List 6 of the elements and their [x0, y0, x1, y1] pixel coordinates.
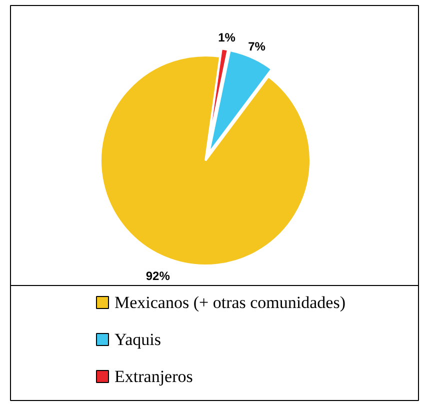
data-label: 7%: [248, 39, 266, 54]
legend-label: Extranjeros: [114, 367, 193, 386]
legend-label: Mexicanos (+ otras comunidades): [114, 293, 346, 312]
legend-label: Yaquis: [114, 330, 161, 349]
data-label: 1%: [218, 30, 236, 44]
data-label: 92%: [146, 269, 170, 284]
